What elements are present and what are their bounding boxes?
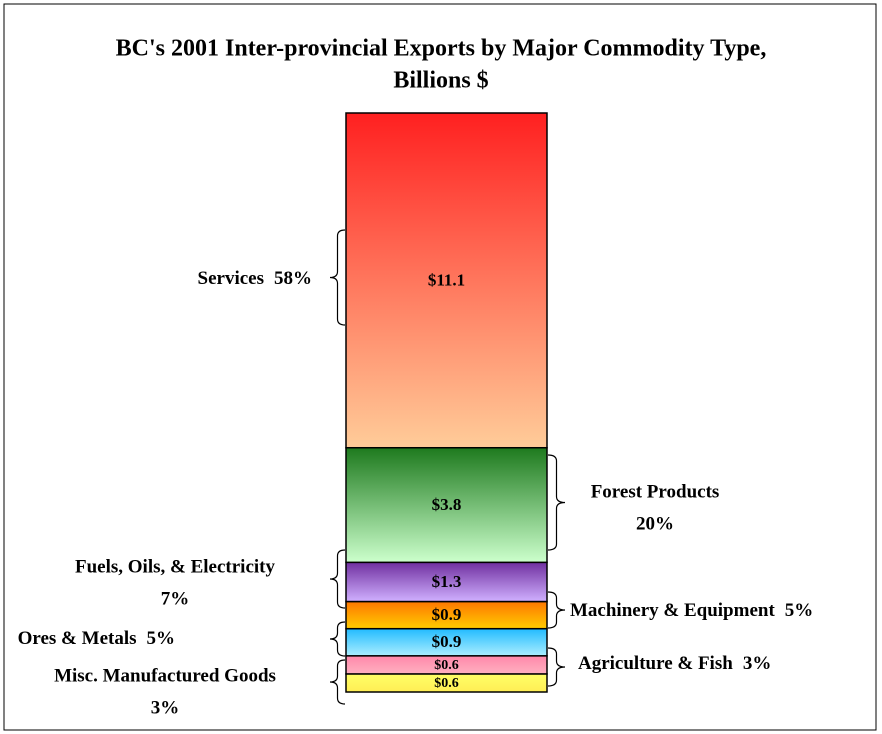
percent-label: 7%: [161, 588, 190, 609]
brace: [329, 229, 346, 326]
percent-label: 20%: [636, 513, 674, 534]
value-label: $0.6: [434, 658, 459, 673]
category-name: Agriculture & Fish: [578, 653, 733, 674]
category-name: Machinery & Equipment: [570, 600, 775, 621]
bar-segment: [345, 446, 548, 564]
value-label: $0.6: [434, 676, 459, 691]
category-label: Agriculture & Fish 3%: [578, 653, 771, 674]
category-label: Ores & Metals 5%: [18, 628, 175, 649]
bar-segment: [345, 561, 548, 603]
value-label: $0.9: [432, 605, 462, 624]
percent-label: 5%: [785, 600, 814, 621]
percent-label: 3%: [151, 697, 180, 718]
chart-title: Billions $: [393, 68, 488, 94]
category-name: Services: [198, 268, 264, 289]
category-label: Misc. Manufactured Goods: [54, 665, 276, 686]
value-label: $0.9: [432, 632, 462, 651]
percent-label: 3%: [743, 653, 772, 674]
value-label: $11.1: [428, 270, 465, 289]
percent-label: 58%: [274, 268, 312, 289]
brace: [547, 647, 566, 687]
category-name: Ores & Metals: [18, 628, 137, 649]
value-label: $3.8: [432, 495, 462, 514]
brace: [547, 454, 566, 551]
category-label: Machinery & Equipment 5%: [570, 600, 813, 621]
value-label: $1.3: [432, 572, 462, 591]
category-label: Services 58%: [198, 268, 312, 289]
brace: [329, 549, 346, 609]
chart-border: [3, 3, 877, 731]
brace: [329, 659, 346, 705]
chart-title: BC's 2001 Inter-provincial Exports by Ma…: [116, 36, 767, 62]
bar-segment: [345, 600, 548, 630]
category-label: Fuels, Oils, & Electricity: [75, 556, 275, 577]
bar-segment: [345, 112, 548, 449]
percent-label: 5%: [147, 628, 176, 649]
brace: [547, 591, 566, 629]
category-label: Forest Products: [591, 481, 720, 502]
brace: [329, 621, 346, 657]
